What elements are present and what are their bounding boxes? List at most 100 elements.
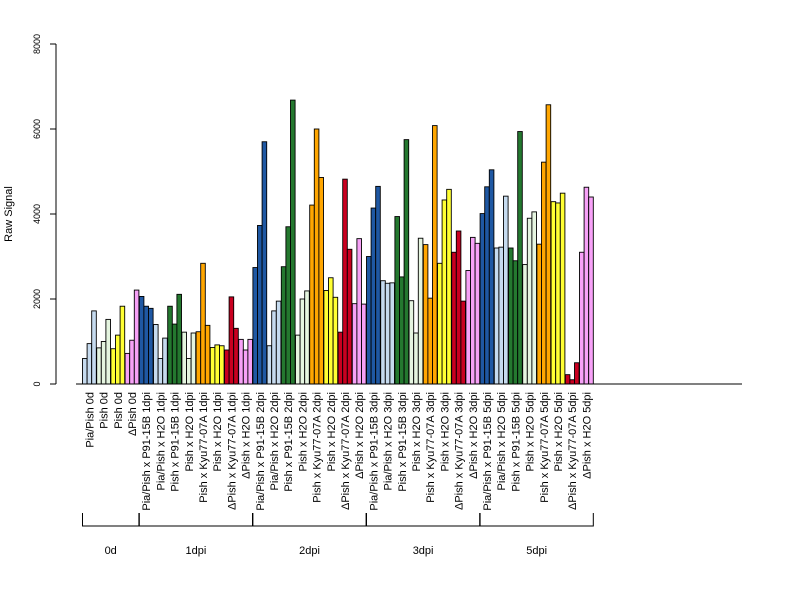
bar	[451, 251, 457, 385]
bar	[413, 332, 419, 385]
bar	[446, 188, 452, 385]
bar	[242, 349, 249, 385]
bar	[417, 237, 424, 385]
bar	[356, 238, 362, 385]
y-tick-label: 0	[32, 381, 42, 386]
x-tick-label: Pish 0d	[99, 392, 111, 429]
x-tick-label: Pia/Pish x P91-15B 5dpi	[482, 392, 494, 511]
bar	[389, 282, 395, 385]
bar	[583, 186, 590, 385]
bar	[323, 290, 329, 385]
bar	[171, 323, 178, 385]
x-tick-label: Pia/Pish x P91-15B 1dpi	[141, 392, 153, 511]
bar	[129, 339, 135, 385]
bar	[153, 324, 159, 385]
x-tick-label: Pish x Kyu77-07A 1dpi	[198, 392, 210, 503]
bar	[384, 282, 391, 385]
bar	[328, 277, 334, 385]
group-label: 0d	[105, 545, 117, 557]
x-tick-label: Pish x Kyu77-07A 3dpi	[425, 392, 437, 503]
bar	[498, 246, 504, 385]
bar	[138, 296, 145, 385]
bar	[550, 201, 557, 385]
bar	[257, 225, 263, 385]
bar	[167, 305, 173, 385]
y-tick-label: 8000	[32, 34, 42, 54]
x-tick-label: Pish x H2O 2dpi	[297, 392, 309, 471]
bar	[437, 262, 443, 385]
bar	[275, 300, 282, 385]
x-tick-label: Pish x Kyu77-07A 5dpi	[539, 392, 551, 503]
x-tick-label: Pish x H2O 3dpi	[439, 392, 451, 471]
x-tick-label: ΔPish x H2O 2dpi	[354, 392, 366, 479]
group-bracket	[479, 513, 594, 527]
bar	[569, 379, 575, 385]
bar	[517, 131, 523, 385]
bar	[370, 207, 377, 385]
y-tick-label: 6000	[32, 119, 42, 139]
bar	[394, 216, 400, 385]
x-tick-label: Pish x P91-15B 2dpi	[283, 392, 295, 492]
x-tick-label: ΔPish x Kyu77-07A 1dpi	[226, 392, 238, 510]
bar	[261, 141, 268, 385]
bar	[181, 331, 187, 385]
bar	[403, 139, 410, 385]
bar	[266, 345, 273, 385]
x-tick-label: ΔPish 0d	[127, 392, 139, 436]
x-tick-label: Pish x H2O 5dpi	[553, 392, 565, 471]
bar	[318, 176, 324, 385]
group-label: 5dpi	[526, 545, 547, 557]
x-tick-label: Pish x Kyu77-07A 2dpi	[312, 392, 324, 503]
x-tick-label: Pish x P91-15B 3dpi	[397, 392, 409, 492]
x-tick-label: ΔPish x H2O 3dpi	[468, 392, 480, 479]
bar	[209, 347, 216, 385]
bar	[285, 226, 291, 385]
x-tick-label: Pish x P91-15B 5dpi	[510, 392, 522, 492]
bar	[119, 305, 126, 385]
bar	[545, 104, 552, 385]
bar	[290, 99, 296, 385]
x-tick-label: Pish x H2O 1dpi	[212, 392, 224, 471]
bar	[579, 251, 585, 385]
bar	[162, 337, 168, 385]
bar	[503, 195, 509, 385]
x-tick-label: ΔPish x H2O 5dpi	[581, 392, 593, 479]
bar	[124, 352, 131, 385]
group-label: 2dpi	[299, 545, 320, 557]
bar	[271, 310, 277, 385]
bar	[555, 202, 561, 385]
bar	[375, 185, 381, 385]
bar	[233, 327, 239, 385]
bar	[219, 345, 225, 385]
group-bracket	[138, 513, 253, 527]
bar	[559, 192, 566, 385]
x-tick-label: ΔPish x Kyu77-07A 2dpi	[340, 392, 352, 510]
x-tick-label: Pia/Pish x H2O 3dpi	[383, 392, 395, 490]
bar	[432, 125, 438, 385]
x-tick-label: Pia/Pish x P91-15B 3dpi	[368, 392, 380, 511]
bar	[238, 338, 244, 385]
bar	[304, 290, 310, 385]
bar	[252, 267, 258, 385]
bar	[484, 186, 490, 385]
bar	[351, 303, 358, 385]
group-bracket	[82, 513, 140, 527]
group-label: 3dpi	[413, 545, 434, 557]
bar	[380, 280, 386, 385]
group-bracket	[252, 513, 367, 527]
bar	[564, 374, 571, 385]
bar	[204, 324, 211, 385]
x-tick-label: ΔPish x H2O 1dpi	[241, 392, 253, 479]
y-axis-label: Raw Signal	[3, 186, 15, 242]
x-tick-label: Pish x H2O 1dpi	[184, 392, 196, 471]
x-tick-label: Pish x H2O 5dpi	[525, 392, 537, 471]
x-tick-label: Pia/Pish x P91-15B 2dpi	[255, 392, 267, 511]
x-tick-label: Pish x H2O 3dpi	[411, 392, 423, 471]
bar	[399, 276, 405, 385]
bar	[200, 262, 206, 385]
bar	[100, 341, 107, 385]
bar	[493, 247, 500, 385]
bar	[574, 362, 580, 385]
bar	[280, 266, 287, 385]
